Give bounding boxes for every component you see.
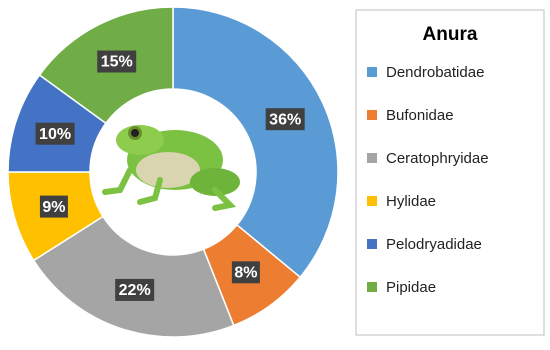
data-label-box [35,122,75,145]
legend-label: Bufonidae [386,107,454,124]
legend-label: Dendrobatidae [386,64,484,81]
donut-segment [172,6,339,279]
legend-swatch [367,110,377,120]
data-label: 9% [42,199,65,216]
data-label-box [39,195,68,218]
legend-label: Pelodryadidae [386,236,482,253]
data-label: 8% [234,265,257,282]
legend-swatch [367,153,377,163]
data-label-box [97,50,137,73]
data-label: 22% [119,282,151,299]
legend-label: Hylidae [386,193,436,210]
legend-swatch [367,282,377,292]
frog-image [102,125,240,211]
legend-label: Ceratophryidae [386,150,489,167]
data-label: 10% [39,126,71,143]
data-label-box [231,261,260,284]
legend-swatch [367,239,377,249]
legend-swatch [367,196,377,206]
data-label-box [265,108,305,131]
donut-segment [32,215,235,338]
data-label: 36% [269,111,301,128]
legend-box [355,9,545,336]
legend-title: Anura [423,24,478,45]
legend-swatch [367,67,377,77]
data-label-box [115,278,155,301]
data-label: 15% [101,54,133,71]
legend-label: Pipidae [386,279,436,296]
